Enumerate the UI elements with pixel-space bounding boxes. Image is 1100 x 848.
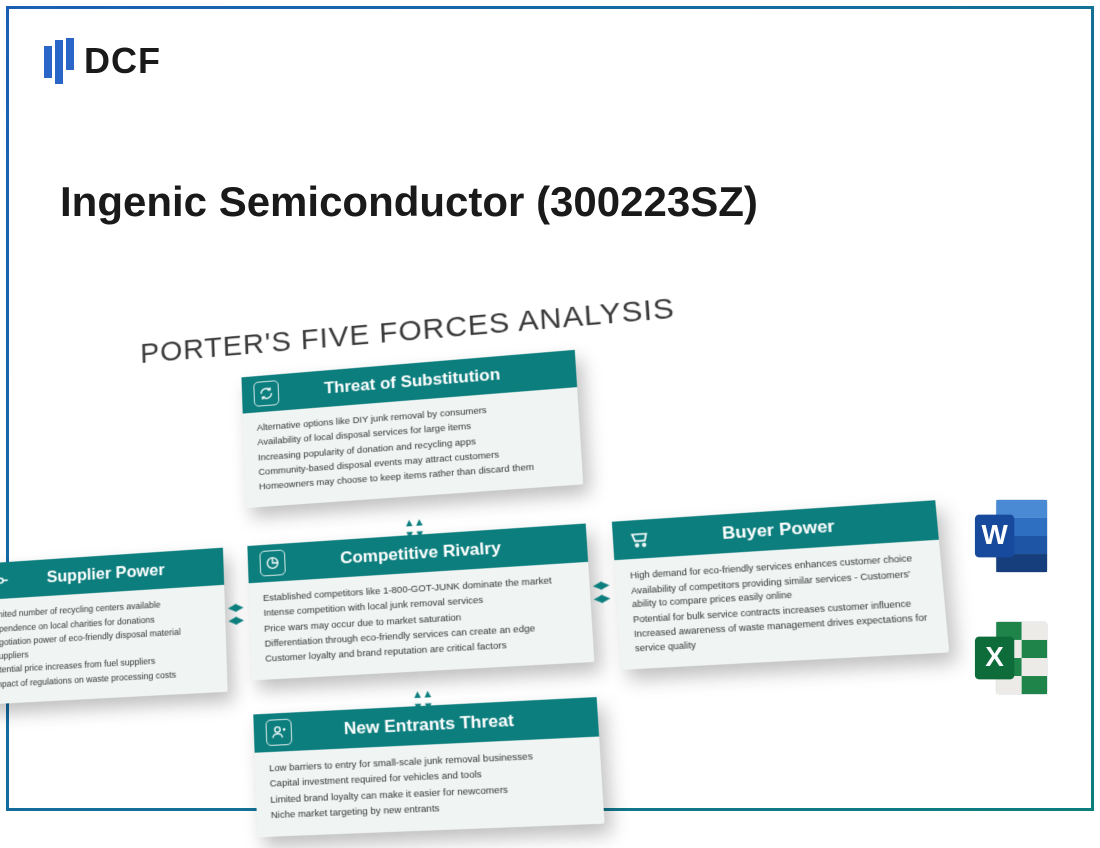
connector-icon: ◀▶◀▶ bbox=[228, 600, 244, 627]
connector-icon: ▲▲▼▼ bbox=[412, 688, 433, 713]
card-body-entrants: Low barriers to entry for small-scale ju… bbox=[255, 737, 605, 838]
connector-icon: ▲▲▼▼ bbox=[403, 516, 424, 541]
card-body-buyer: High demand for eco-friendly services en… bbox=[614, 540, 949, 670]
file-icon-group: W X bbox=[970, 495, 1052, 699]
pie-chart-icon bbox=[259, 549, 286, 576]
excel-file-icon[interactable]: X bbox=[970, 617, 1052, 699]
link-icon bbox=[0, 567, 16, 594]
brand-logo: DCF bbox=[44, 38, 161, 84]
cart-icon bbox=[625, 525, 654, 553]
card-title: Supplier Power bbox=[29, 557, 212, 588]
card-entrants: New Entrants Threat Low barriers to entr… bbox=[253, 697, 604, 837]
card-supplier: Supplier Power imited number of recyclin… bbox=[0, 548, 228, 705]
svg-text:X: X bbox=[985, 641, 1004, 672]
word-file-icon[interactable]: W bbox=[970, 495, 1052, 577]
card-rivalry: Competitive Rivalry Established competit… bbox=[247, 523, 594, 680]
connector-icon: ◀▶◀▶ bbox=[592, 578, 609, 605]
user-add-icon bbox=[265, 719, 292, 747]
logo-text: DCF bbox=[84, 40, 161, 82]
svg-text:W: W bbox=[981, 519, 1008, 550]
card-buyer: Buyer Power High demand for eco-friendly… bbox=[612, 500, 949, 670]
card-body-supplier: imited number of recycling centers avail… bbox=[0, 585, 228, 705]
page-title: Ingenic Semiconductor (300223SZ) bbox=[60, 178, 758, 226]
logo-bars-icon bbox=[44, 38, 74, 84]
five-forces-diagram: PORTER'S FIVE FORCES ANALYSIS Threat of … bbox=[0, 273, 939, 832]
refresh-icon bbox=[253, 380, 279, 407]
card-body-rivalry: Established competitors like 1-800-GOT-J… bbox=[249, 562, 595, 681]
card-title: New Entrants Threat bbox=[305, 707, 585, 741]
card-title: Buyer Power bbox=[667, 510, 924, 547]
card-substitution: Threat of Substitution Alternative optio… bbox=[241, 350, 583, 508]
